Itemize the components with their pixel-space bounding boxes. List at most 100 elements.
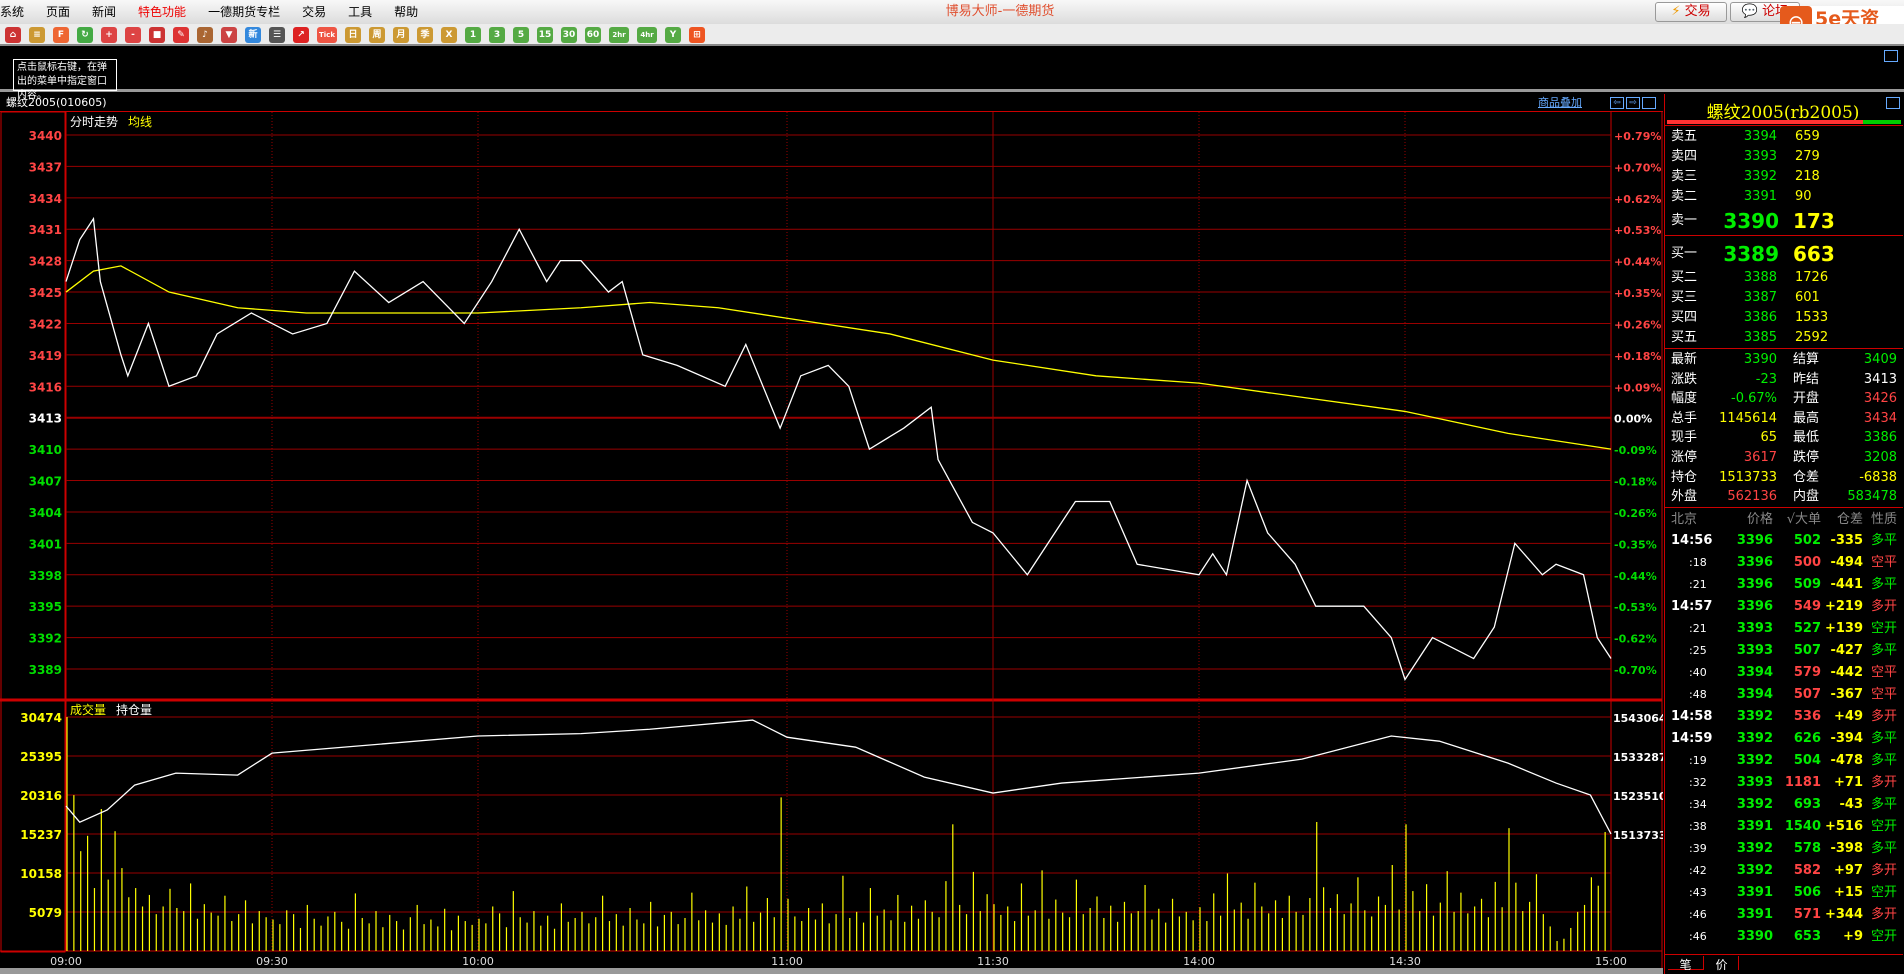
tick-oi-change: -335: [1830, 533, 1863, 548]
15min-icon[interactable]: 15: [537, 27, 553, 43]
tick-price: 3392: [1736, 863, 1773, 878]
alarm-icon[interactable]: ♪: [197, 27, 213, 43]
60min-icon[interactable]: 60: [585, 27, 601, 43]
menu-5[interactable]: 交易: [302, 5, 327, 19]
grid-icon[interactable]: ⊞: [689, 27, 705, 43]
bid-row: 买三 3387 601: [1665, 288, 1901, 308]
percent-tick-label: -0.35%: [1614, 538, 1657, 551]
tick-volume: 502: [1793, 533, 1821, 548]
stat-label: 持仓: [1671, 469, 1698, 485]
bid-row: 买二 3388 1726: [1665, 268, 1901, 288]
2hr-icon[interactable]: 2hr: [609, 27, 629, 43]
week-icon[interactable]: 周: [369, 27, 385, 43]
ask-row: 卖二 3391 90: [1665, 187, 1901, 207]
percent-tick-label: +0.70%: [1614, 161, 1661, 174]
draw-icon[interactable]: ✎: [173, 27, 189, 43]
percent-tick-label: +0.44%: [1614, 256, 1661, 269]
menu-2[interactable]: 新闻: [92, 5, 117, 19]
menu-1[interactable]: 页面: [46, 5, 71, 19]
ask-price: 3393: [1743, 149, 1777, 164]
volume-tick-label: 15237: [20, 828, 62, 842]
menu-7[interactable]: 帮助: [394, 5, 419, 19]
refresh-icon[interactable]: ↻: [77, 27, 93, 43]
x-icon[interactable]: X: [441, 27, 457, 43]
tick-price: 3392: [1736, 797, 1773, 812]
day-icon[interactable]: 日: [345, 27, 361, 43]
tick-time: :46: [1689, 930, 1707, 943]
stat-label: 幅度: [1671, 391, 1698, 407]
tick-header: 北京 价格 √大单 仓差 性质: [1665, 510, 1901, 530]
quote-list-icon[interactable]: ☰: [269, 27, 285, 43]
ask-volume: 90: [1795, 189, 1812, 204]
stat-value: -0.67%: [1731, 391, 1777, 407]
tick-icon[interactable]: Tick: [317, 27, 337, 43]
stat-value: 562136: [1727, 489, 1777, 505]
tab-price[interactable]: 价: [1705, 956, 1739, 972]
tick-time: 14:58: [1671, 709, 1713, 724]
stat-label: 现手: [1671, 430, 1698, 446]
quote-title: 螺纹2005(rb2005): [1706, 103, 1860, 123]
level-label: 买五: [1671, 330, 1698, 345]
oi-tick-label: 1543064: [1613, 712, 1663, 725]
tick-oi-change: +97: [1834, 863, 1863, 878]
tick-oi-change: -43: [1839, 797, 1864, 812]
trade-button[interactable]: ⚡ 交易: [1655, 2, 1727, 22]
percent-tick-label: -0.44%: [1614, 570, 1657, 583]
ask-strength-bar: [1667, 120, 1863, 124]
tick-row: :48 3394 507 -367 空平: [1665, 685, 1901, 705]
stat-label: 仓差: [1793, 469, 1820, 485]
4hr-icon[interactable]: 4hr: [637, 27, 657, 43]
new-icon[interactable]: 新: [245, 27, 261, 43]
tick-volume: 549: [1793, 599, 1821, 614]
tick-oi-change: +219: [1824, 599, 1863, 614]
season-icon[interactable]: 季: [417, 27, 433, 43]
bid-volume: 1533: [1795, 310, 1829, 325]
minute-chart-icon[interactable]: ↗: [293, 27, 309, 43]
tick-oi-change: -367: [1830, 687, 1863, 702]
percent-tick-label: +0.09%: [1614, 381, 1661, 394]
menu-6[interactable]: 工具: [348, 5, 373, 19]
arrow-left-icon[interactable]: ⇦: [1610, 97, 1624, 109]
tick-row: :40 3394 579 -442 空平: [1665, 663, 1901, 683]
menu-4[interactable]: 一德期货专栏: [208, 5, 281, 19]
tick-time: :43: [1689, 886, 1707, 899]
filter-icon[interactable]: ▼: [221, 27, 237, 43]
1min-icon[interactable]: 1: [465, 27, 481, 43]
arrow-right-icon[interactable]: ⇨: [1626, 97, 1640, 109]
tick-time: :46: [1689, 908, 1707, 921]
tick-nature: 空平: [1870, 665, 1897, 680]
window-icon[interactable]: ■: [149, 27, 165, 43]
5min-icon[interactable]: 5: [513, 27, 529, 43]
trade-label: 交易: [1684, 4, 1711, 19]
stat-value: 3617: [1743, 450, 1777, 465]
maximize-icon[interactable]: [1886, 97, 1900, 109]
time-tick-label: 14:00: [1183, 955, 1215, 968]
time-tick-label: 11:30: [977, 955, 1009, 968]
tick-row: :21 3393 527 +139 空开: [1665, 619, 1901, 639]
stat-label: 总手: [1671, 410, 1698, 426]
col-nature: 性质: [1870, 512, 1897, 527]
open-interest-label: 持仓量: [116, 702, 152, 717]
notes-icon[interactable]: ≡: [29, 27, 45, 43]
maximize-icon[interactable]: [1884, 50, 1898, 62]
overlay-link[interactable]: 商品叠加: [1538, 96, 1582, 109]
layout-icon[interactable]: [1642, 97, 1656, 109]
menu-0[interactable]: 系统: [0, 5, 25, 19]
menu-bar: 系统 页面 新闻 特色功能 一德期货专栏 交易 工具 帮助: [0, 0, 1904, 24]
zoom-in-icon[interactable]: +: [101, 27, 117, 43]
level-label: 卖三: [1671, 169, 1698, 184]
zoom-out-icon[interactable]: -: [125, 27, 141, 43]
menu-3[interactable]: 特色功能: [138, 5, 187, 19]
tab-trades[interactable]: 笔: [1668, 956, 1704, 972]
percent-tick-label: +0.18%: [1614, 350, 1661, 363]
3min-icon[interactable]: 3: [489, 27, 505, 43]
month-icon[interactable]: 月: [393, 27, 409, 43]
year-icon[interactable]: Y: [665, 27, 681, 43]
bid-price: 3386: [1743, 310, 1777, 325]
tick-oi-change: +9: [1843, 929, 1863, 944]
30min-icon[interactable]: 30: [561, 27, 577, 43]
home-icon[interactable]: ⌂: [5, 27, 21, 43]
f10-icon[interactable]: F: [53, 27, 69, 43]
tick-time: :38: [1689, 820, 1707, 833]
